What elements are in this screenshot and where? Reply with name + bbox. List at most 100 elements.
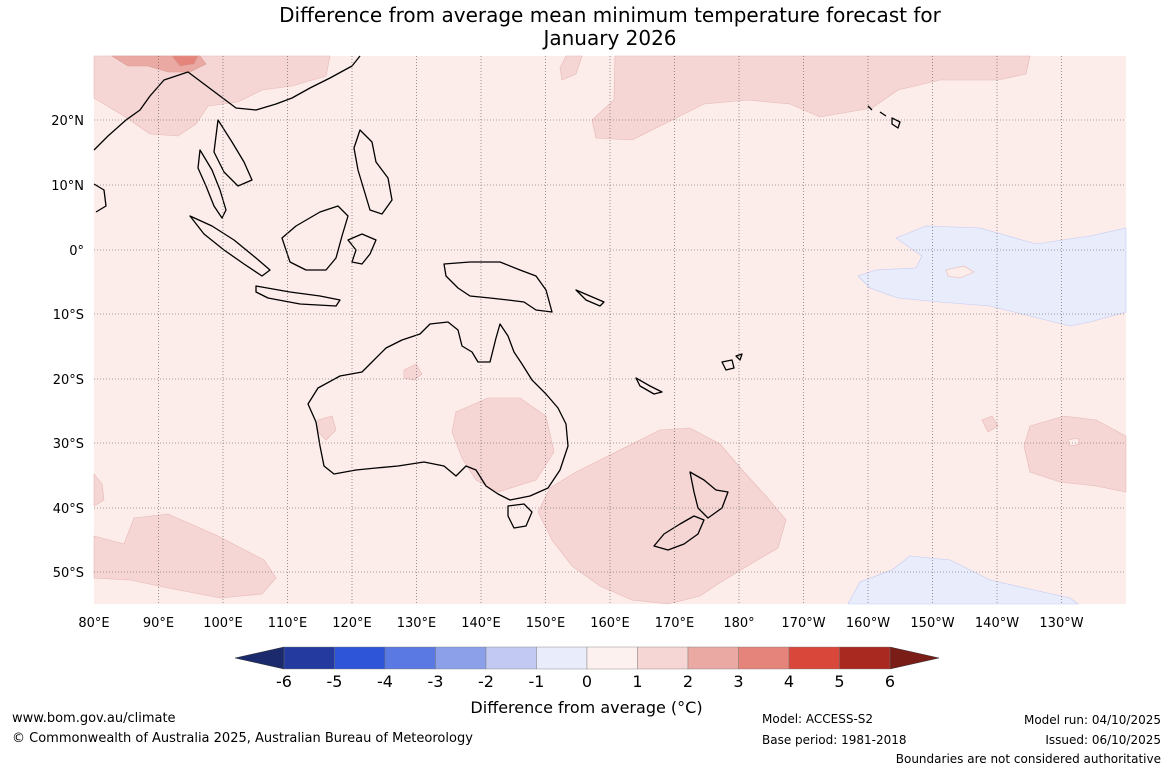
colorbar-tick-label: 6	[885, 672, 895, 691]
lon-label: 110°E	[268, 616, 308, 631]
colorbar-cell	[283, 646, 335, 670]
colorbar-label: Difference from average (°C)	[470, 698, 703, 717]
longitude-labels: 80°E 90°E 100°E 110°E 120°E 130°E 140°E …	[78, 616, 1083, 631]
colorbar-tick-label: -5	[327, 672, 343, 691]
warm-region-asia	[93, 55, 331, 137]
colorbar-cell	[687, 646, 739, 670]
colorbar-cell	[637, 646, 689, 670]
colorbar-cell	[586, 646, 638, 670]
colorbar-tick-label: -3	[428, 672, 444, 691]
lon-label: 140°W	[975, 616, 1019, 631]
warm-region-australia-inland	[451, 397, 555, 493]
copyright-text: © Commonwealth of Australia 2025, Austra…	[12, 731, 473, 746]
warm-region-west-pacific	[559, 55, 583, 81]
lon-label: 170°E	[655, 616, 695, 631]
colorbar-cell	[536, 646, 588, 670]
cool-island-small	[1067, 437, 1081, 447]
hot-region-2	[171, 55, 199, 67]
colorbar-tick-label: 0	[582, 672, 592, 691]
warm-region-tasman	[537, 427, 787, 605]
coast-malay-peninsula	[197, 149, 227, 219]
website-text: www.bom.gov.au/climate	[12, 711, 176, 726]
lon-label: 180°	[723, 616, 754, 631]
lon-label: 80°E	[78, 616, 109, 631]
title-line-2: January 2026	[543, 26, 677, 50]
colorbar-tick-label: 1	[632, 672, 642, 691]
lon-label: 140°E	[461, 616, 501, 631]
colorbar-cell	[334, 646, 386, 670]
colorbar-cell	[485, 646, 537, 670]
coast-new-guinea	[443, 261, 553, 313]
colorbar-cell	[435, 646, 487, 670]
lat-label: 20°S	[53, 373, 84, 388]
coast-solomons	[575, 289, 605, 307]
coast-philippines	[353, 129, 393, 215]
colorbar-cell	[839, 646, 891, 670]
lon-label: 90°E	[143, 616, 174, 631]
coast-fiji	[721, 353, 743, 371]
lat-label: 0°	[69, 244, 84, 259]
colorbar-tick-label: 2	[683, 672, 693, 691]
lon-label: 130°W	[1039, 616, 1083, 631]
warm-region-small-3	[981, 415, 999, 433]
coast-australia	[307, 321, 569, 501]
disclaimer-text: Boundaries are not considered authoritat…	[895, 752, 1161, 766]
warm-region-north-pacific	[591, 55, 1031, 141]
lon-label: 100°E	[203, 616, 243, 631]
warm-region-south-indian	[93, 513, 277, 599]
lat-label: 20°N	[51, 114, 84, 129]
title-line-1: Difference from average mean minimum tem…	[279, 3, 941, 27]
coast-hawaii	[867, 105, 901, 129]
lat-label: 10°N	[51, 179, 84, 194]
lat-label: 40°S	[53, 502, 84, 517]
colorbar-under-arrow	[234, 646, 285, 670]
graticule	[94, 56, 1126, 604]
colorbar-tick-label: 5	[834, 672, 844, 691]
colorbar-over-arrow	[889, 646, 940, 670]
issued-text: Issued: 06/10/2025	[1045, 733, 1161, 747]
lat-label: 10°S	[53, 308, 84, 323]
lon-label: 150°E	[526, 616, 566, 631]
colorbar-cell	[788, 646, 840, 670]
lon-label: 160°W	[846, 616, 890, 631]
lat-label: 30°S	[53, 437, 84, 452]
hot-anomaly-regions	[110, 55, 207, 73]
colorbar-tick-label: -6	[276, 672, 292, 691]
cool-region-south-pacific	[847, 555, 1079, 605]
coast-sulawesi	[347, 233, 377, 265]
colorbar-tick-label: -4	[377, 672, 393, 691]
colorbar: -6 -5 -4 -3 -2 -1 0 1 2 3 4 5 6	[234, 646, 940, 691]
cool-region-equatorial-pacific	[857, 225, 1127, 327]
lat-label: 50°S	[53, 566, 84, 581]
model-run-text: Model run: 04/10/2025	[1023, 713, 1161, 727]
colorbar-tick-label: 4	[784, 672, 794, 691]
colorbar-tick-label: 3	[733, 672, 743, 691]
warm-island-in-cool	[945, 265, 975, 279]
coastlines	[93, 55, 901, 551]
colorbar-tick-label: -1	[529, 672, 545, 691]
coast-mainland-asia	[93, 55, 361, 213]
cool-anomaly-regions	[847, 225, 1127, 605]
coast-borneo	[281, 205, 349, 271]
lon-label: 150°W	[910, 616, 954, 631]
latitude-labels: 20°N 10°N 0° 10°S 20°S 30°S 40°S 50°S	[51, 114, 84, 581]
base-period-text: Base period: 1981-2018	[762, 733, 907, 747]
lon-label: 120°E	[332, 616, 372, 631]
colorbar-cell	[738, 646, 790, 670]
lon-label: 170°W	[781, 616, 825, 631]
map-title: Difference from average mean minimum tem…	[94, 4, 1126, 50]
lon-label: 130°E	[397, 616, 437, 631]
model-text: Model: ACCESS-S2	[762, 712, 874, 726]
lon-label: 160°E	[590, 616, 630, 631]
coast-tasmania	[507, 503, 533, 529]
warm-anomaly-regions	[93, 55, 1127, 605]
warm-region-small-2	[403, 363, 423, 381]
warm-region-small-1	[317, 415, 337, 441]
colorbar-tick-label: -2	[478, 672, 494, 691]
warm-region-southeast-pacific	[1023, 415, 1127, 493]
coast-java	[255, 285, 341, 307]
warm-region-west-edge	[93, 473, 105, 507]
coast-new-caledonia	[635, 377, 663, 395]
colorbar-cell	[384, 646, 436, 670]
